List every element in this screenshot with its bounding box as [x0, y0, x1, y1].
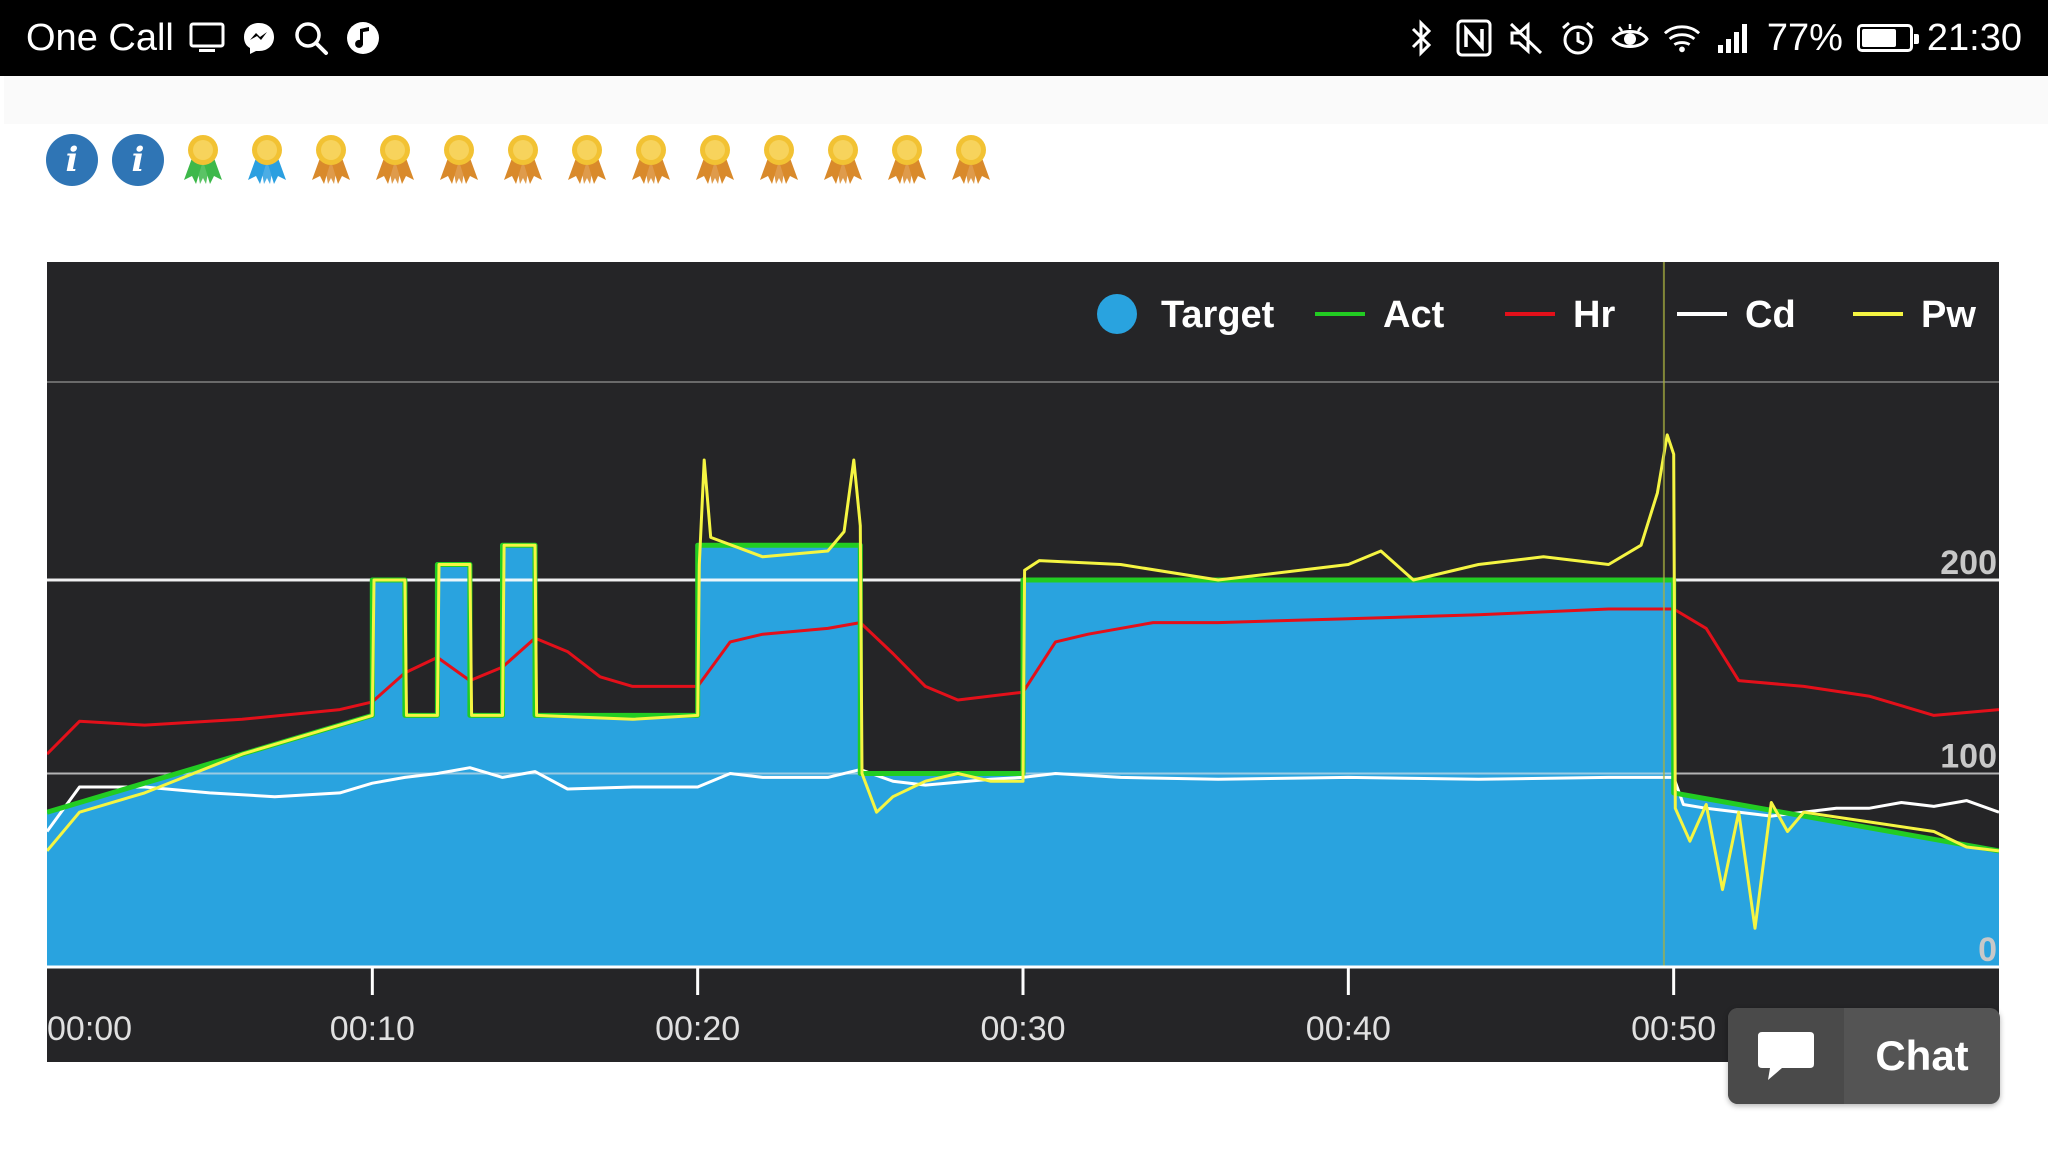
legend-label-pw: Pw: [1921, 294, 1976, 336]
workout-chart: 0 100 200 00:00 00:10 00:20 00:30 00:40 00:50 Tar…: [47, 262, 1999, 1062]
award-bronze-icon[interactable]: [946, 132, 996, 188]
chat-label: Chat: [1875, 1032, 1969, 1079]
eye-icon: [1611, 19, 1649, 57]
award-blue-icon[interactable]: [242, 132, 292, 188]
legend-label-hr: Hr: [1573, 294, 1615, 336]
award-bronze-icon[interactable]: [562, 132, 612, 188]
music-icon: [344, 19, 382, 57]
award-bronze-icon[interactable]: [818, 132, 868, 188]
nfc-icon: [1455, 19, 1493, 57]
award-bronze-icon[interactable]: [754, 132, 804, 188]
award-bronze-icon[interactable]: [434, 132, 484, 188]
award-bronze-icon[interactable]: [626, 132, 676, 188]
alarm-icon: [1559, 19, 1597, 57]
award-bronze-icon[interactable]: [370, 132, 420, 188]
subheader-bar: [4, 76, 2048, 124]
chart-canvas: 0 100 200 00:00 00:10 00:20 00:30 00:40 00:50 Tar…: [47, 262, 1999, 1048]
signal-icon: [1715, 19, 1753, 57]
battery-percent: 77%: [1766, 16, 1843, 59]
x-tick-label-50: 00:50: [1631, 1010, 1716, 1048]
series-pw-line: [47, 433, 1999, 930]
bluetooth-icon: [1403, 19, 1441, 57]
x-tick-label-20: 00:20: [655, 1010, 740, 1048]
status-bar-right: 77% 21:30: [1403, 0, 2022, 76]
wifi-icon: [1663, 19, 1701, 57]
info-icon[interactable]: i: [112, 134, 164, 186]
x-tick-label-40: 00:40: [1306, 1010, 1391, 1048]
screen-icon: [188, 19, 226, 57]
award-green-icon[interactable]: [178, 132, 228, 188]
messenger-icon: [240, 19, 278, 57]
x-tick-label-30: 00:30: [980, 1010, 1065, 1048]
clock: 21:30: [1926, 16, 2022, 59]
legend-label-act: Act: [1383, 294, 1445, 336]
mute-icon: [1507, 19, 1545, 57]
chat-button[interactable]: Chat: [1728, 1008, 2000, 1104]
battery-icon: [1856, 24, 1919, 52]
legend-label-cd: Cd: [1745, 294, 1796, 336]
status-bar: One Call: [0, 0, 2048, 76]
award-bronze-icon[interactable]: [882, 132, 932, 188]
legend-label-target: Target: [1161, 294, 1275, 336]
search-icon: [292, 19, 330, 57]
status-bar-left: One Call: [26, 0, 382, 76]
info-icon[interactable]: i: [46, 134, 98, 186]
chat-icon: [1728, 1008, 1844, 1104]
legend-swatch-target: [1097, 294, 1137, 334]
series-cd-line: [47, 766, 1999, 833]
app-name: One Call: [26, 16, 174, 59]
x-tick-label-10: 00:10: [330, 1010, 415, 1048]
award-bronze-icon[interactable]: [306, 132, 356, 188]
award-bronze-icon[interactable]: [498, 132, 548, 188]
y-tick-label-0: 0: [1978, 931, 1997, 969]
y-tick-label-100: 100: [1940, 738, 1997, 776]
x-tick-label-0: 00:00: [47, 1010, 132, 1048]
y-tick-label-200: 200: [1940, 544, 1997, 582]
award-bronze-icon[interactable]: [690, 132, 740, 188]
